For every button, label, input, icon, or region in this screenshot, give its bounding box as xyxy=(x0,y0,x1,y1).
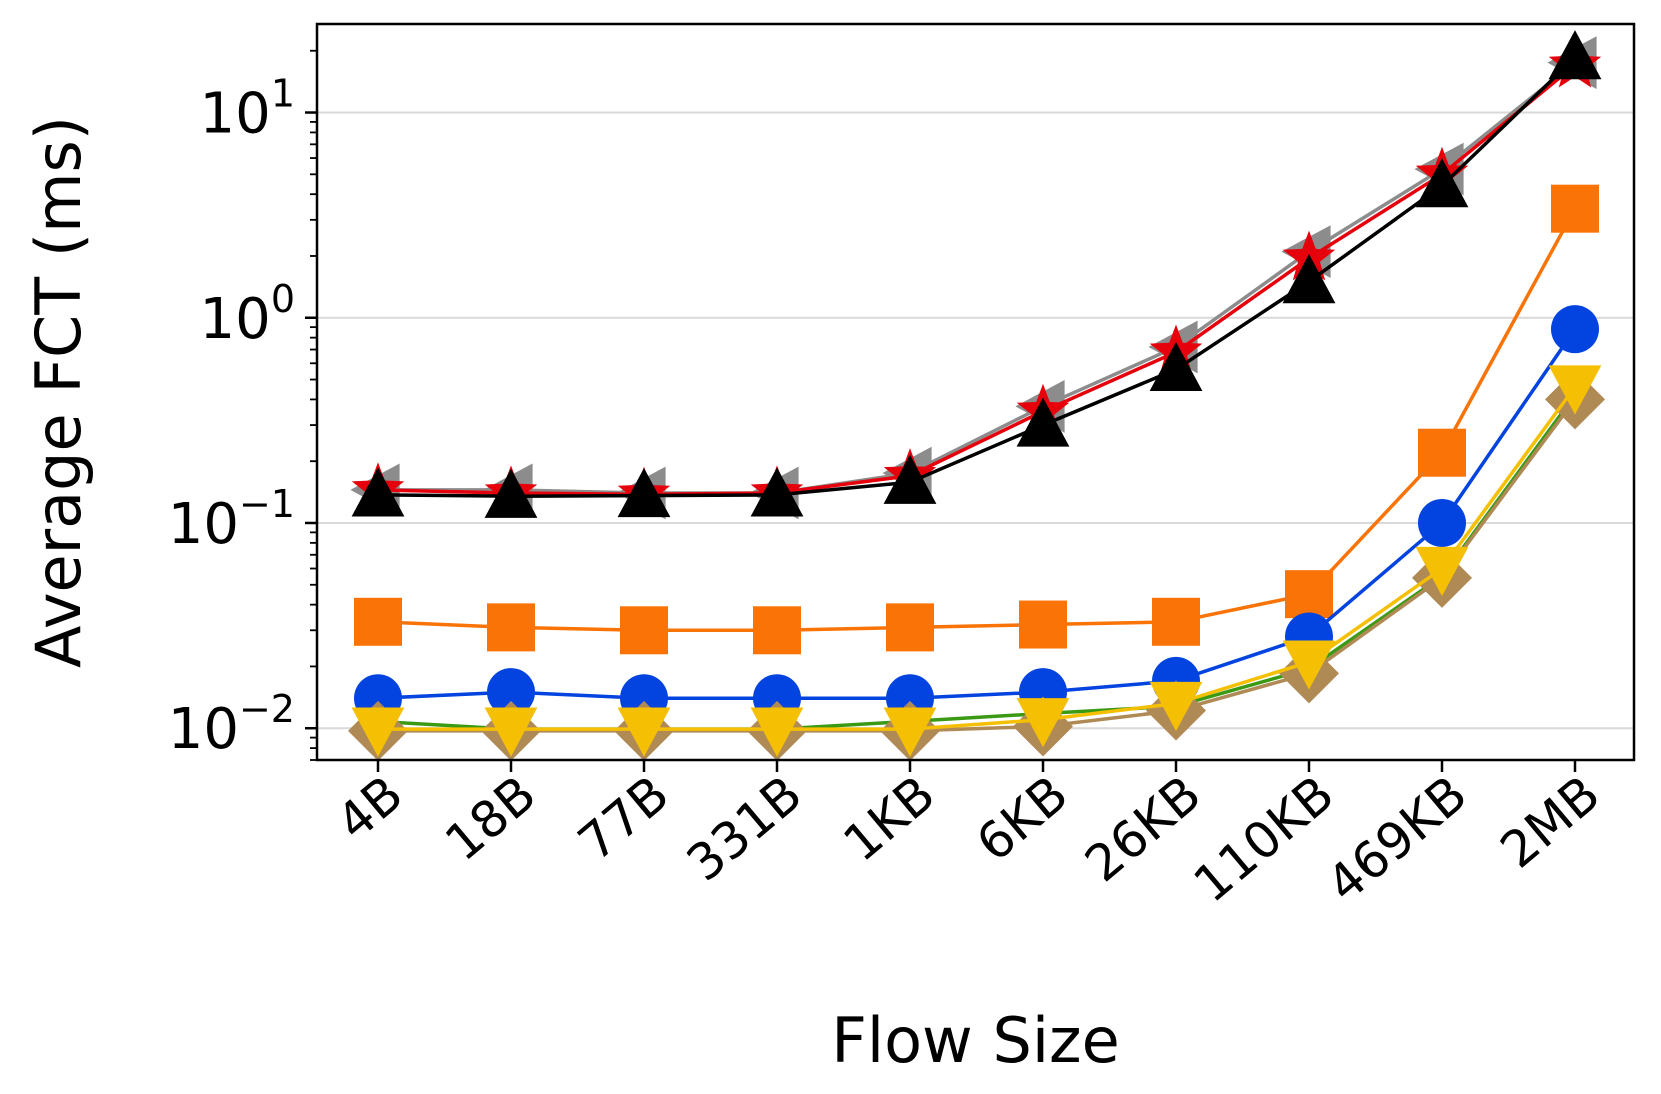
data-point-triangle-down xyxy=(1149,681,1203,732)
data-point-triangle-up xyxy=(1415,158,1469,208)
y-tick-label: 100 xyxy=(200,277,295,352)
data-point-triangle-down xyxy=(351,707,405,757)
data-point-triangle-down xyxy=(1415,546,1469,597)
series-7 xyxy=(348,369,1605,761)
y-axis-ticks: 10−2 10−1 100 101 xyxy=(168,49,317,762)
series-line xyxy=(378,398,1577,733)
data-point-triangle-up xyxy=(484,468,538,518)
series-line xyxy=(378,61,1577,495)
x-tick-label: 331B xyxy=(676,765,813,893)
data-point-circle xyxy=(1551,305,1599,354)
data-point-square xyxy=(1285,570,1333,619)
y-tick-label: 101 xyxy=(200,72,295,147)
data-point-triangle-down xyxy=(484,707,538,757)
data-point-triangle-up xyxy=(617,467,671,518)
data-point-circle xyxy=(487,668,535,717)
data-point-square xyxy=(354,597,402,646)
series-8 xyxy=(351,365,1602,757)
data-point-square xyxy=(1019,600,1067,649)
data-point-square xyxy=(620,606,668,655)
y-tick-label: 10−2 xyxy=(168,687,295,762)
series-3 xyxy=(351,30,1602,518)
data-point-triangle-down xyxy=(1282,640,1336,690)
data-point-square xyxy=(886,603,934,652)
data-point-triangle-down xyxy=(1548,365,1602,415)
data-point-square xyxy=(487,603,535,652)
series-line xyxy=(377,56,1577,498)
series-2 xyxy=(351,37,1602,517)
x-axis-title: Flow Size xyxy=(831,1004,1120,1077)
data-point-square xyxy=(1551,184,1599,233)
data-point-square xyxy=(753,606,801,655)
data-point-circle xyxy=(1418,498,1466,547)
series-line xyxy=(377,328,1577,700)
data-point-triangle-up xyxy=(1548,30,1602,80)
x-tick-label: 1KB xyxy=(833,765,946,873)
series-line xyxy=(377,63,1577,497)
x-tick-label: 18B xyxy=(434,765,546,872)
x-tick-label: 6KB xyxy=(966,765,1079,873)
x-tick-label: 469KB xyxy=(1316,765,1478,914)
x-tick-label: 4B xyxy=(326,765,414,852)
data-point-triangle-down xyxy=(617,707,671,757)
data-point-square xyxy=(1152,597,1200,646)
series-6 xyxy=(365,383,1588,742)
data-point-square xyxy=(1418,428,1466,477)
series-5 xyxy=(354,305,1599,723)
x-tick-label: 77B xyxy=(567,765,679,872)
y-axis-title: Average FCT (ms) xyxy=(22,116,95,668)
data-point-triangle-down xyxy=(1016,698,1070,748)
series-line xyxy=(378,385,1577,731)
x-tick-label: 2MB xyxy=(1490,765,1611,880)
data-point-triangle-down xyxy=(750,707,804,757)
data-point-triangle-up xyxy=(351,467,405,517)
series-layer xyxy=(348,30,1605,761)
data-point-triangle-up xyxy=(1016,397,1070,447)
x-tick-label: 110KB xyxy=(1183,765,1345,914)
data-point-triangle-down xyxy=(883,707,937,757)
plot-frame xyxy=(315,22,1636,762)
data-point-triangle-up xyxy=(1149,341,1203,392)
series-line xyxy=(377,207,1577,633)
data-point-triangle-up xyxy=(883,454,937,504)
series-1 xyxy=(350,36,1597,520)
series-4 xyxy=(354,184,1599,655)
y-tick-label: 10−1 xyxy=(168,482,295,557)
data-point-triangle-up xyxy=(1282,254,1336,304)
data-point-triangle-up xyxy=(750,467,804,517)
